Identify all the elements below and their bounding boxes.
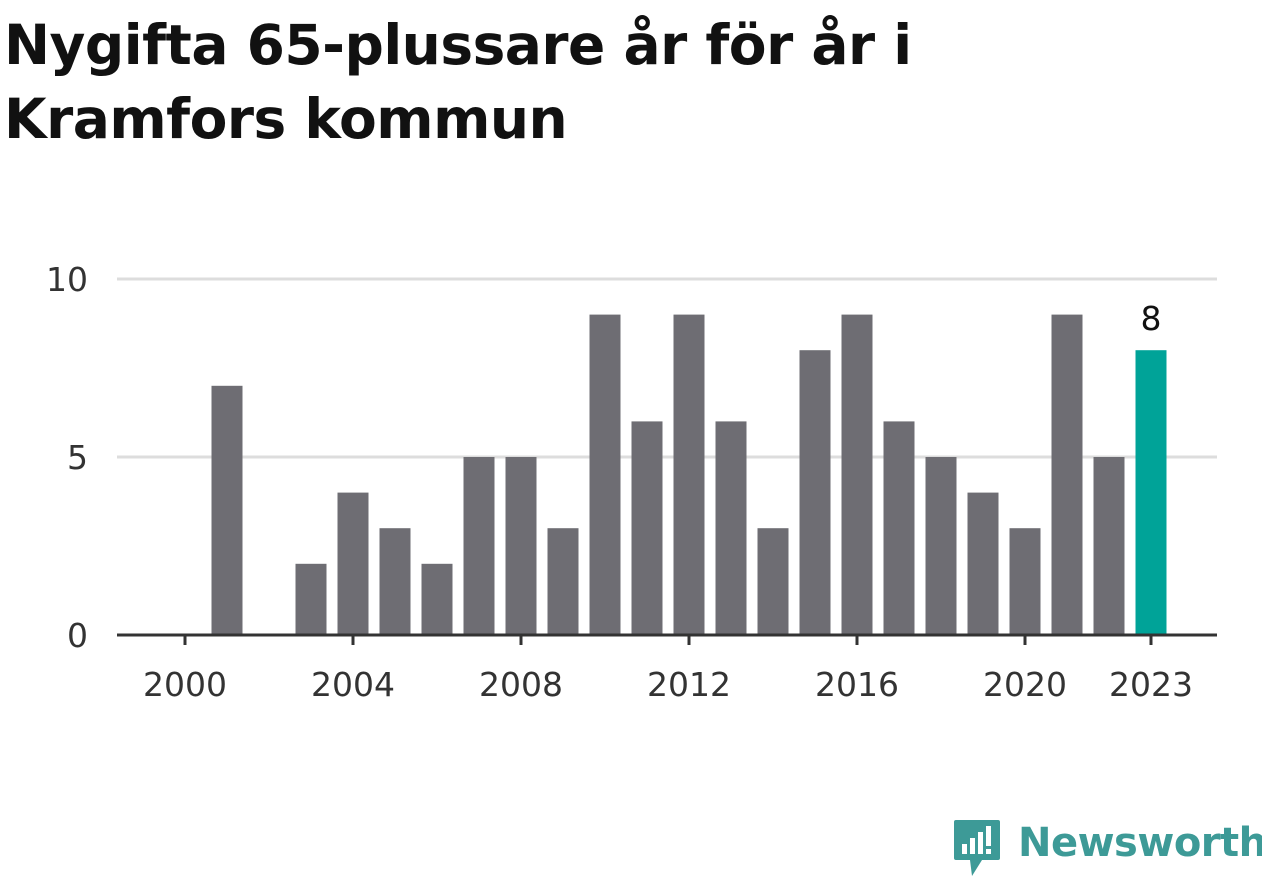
y-axis-tick-labels: 0 5 10 [46, 260, 88, 655]
bar-2009 [547, 528, 579, 635]
bar-2005 [379, 528, 411, 635]
bar-2023 [1135, 350, 1167, 635]
x-axis [117, 633, 1217, 645]
bar-2017 [883, 421, 915, 635]
x-tick-label-2020: 2020 [983, 665, 1067, 704]
x-tick-label-2000: 2000 [143, 665, 227, 704]
brand-name: Newsworthy [1018, 820, 1262, 866]
bar-2019 [967, 492, 999, 635]
x-tick-label-2023: 2023 [1109, 665, 1193, 704]
bar-2021 [1051, 314, 1083, 635]
data-labels: 8 [1141, 299, 1162, 338]
x-tick-label-2012: 2012 [647, 665, 731, 704]
bar-2015 [799, 350, 831, 635]
x-tick-label-2016: 2016 [815, 665, 899, 704]
bar-2010 [589, 314, 621, 635]
bar-2013 [715, 421, 747, 635]
bar-2001 [211, 385, 243, 635]
bar-2022 [1093, 457, 1125, 635]
bar-2003 [295, 563, 327, 635]
x-tick-label-2008: 2008 [479, 665, 563, 704]
bar-2006 [421, 563, 453, 635]
newsworthy-logo-icon [954, 820, 1000, 876]
grid-lines [117, 277, 1217, 459]
bar-2012 [673, 314, 705, 635]
bar-2016 [841, 314, 873, 635]
bar-2008 [505, 457, 537, 635]
newsworthy-brand[interactable]: Newsworthy [952, 818, 1262, 882]
x-tick-label-2004: 2004 [311, 665, 395, 704]
bar-2007 [463, 457, 495, 635]
bar-2004 [337, 492, 369, 635]
y-tick-label-0: 0 [67, 616, 88, 655]
chart-title: Nygifta 65-plussare år för år i Kramfors… [4, 13, 912, 151]
bar-2020 [1009, 528, 1041, 635]
bar-2011 [631, 421, 663, 635]
data-label-2023: 8 [1141, 299, 1162, 338]
y-tick-label-5: 5 [67, 438, 88, 477]
bar-2018 [925, 457, 957, 635]
x-axis-tick-labels: 2000 2004 2008 2012 2016 2020 2023 [143, 665, 1193, 704]
y-tick-label-10: 10 [46, 260, 88, 299]
bars [211, 314, 1167, 635]
bar-2014 [757, 528, 789, 635]
